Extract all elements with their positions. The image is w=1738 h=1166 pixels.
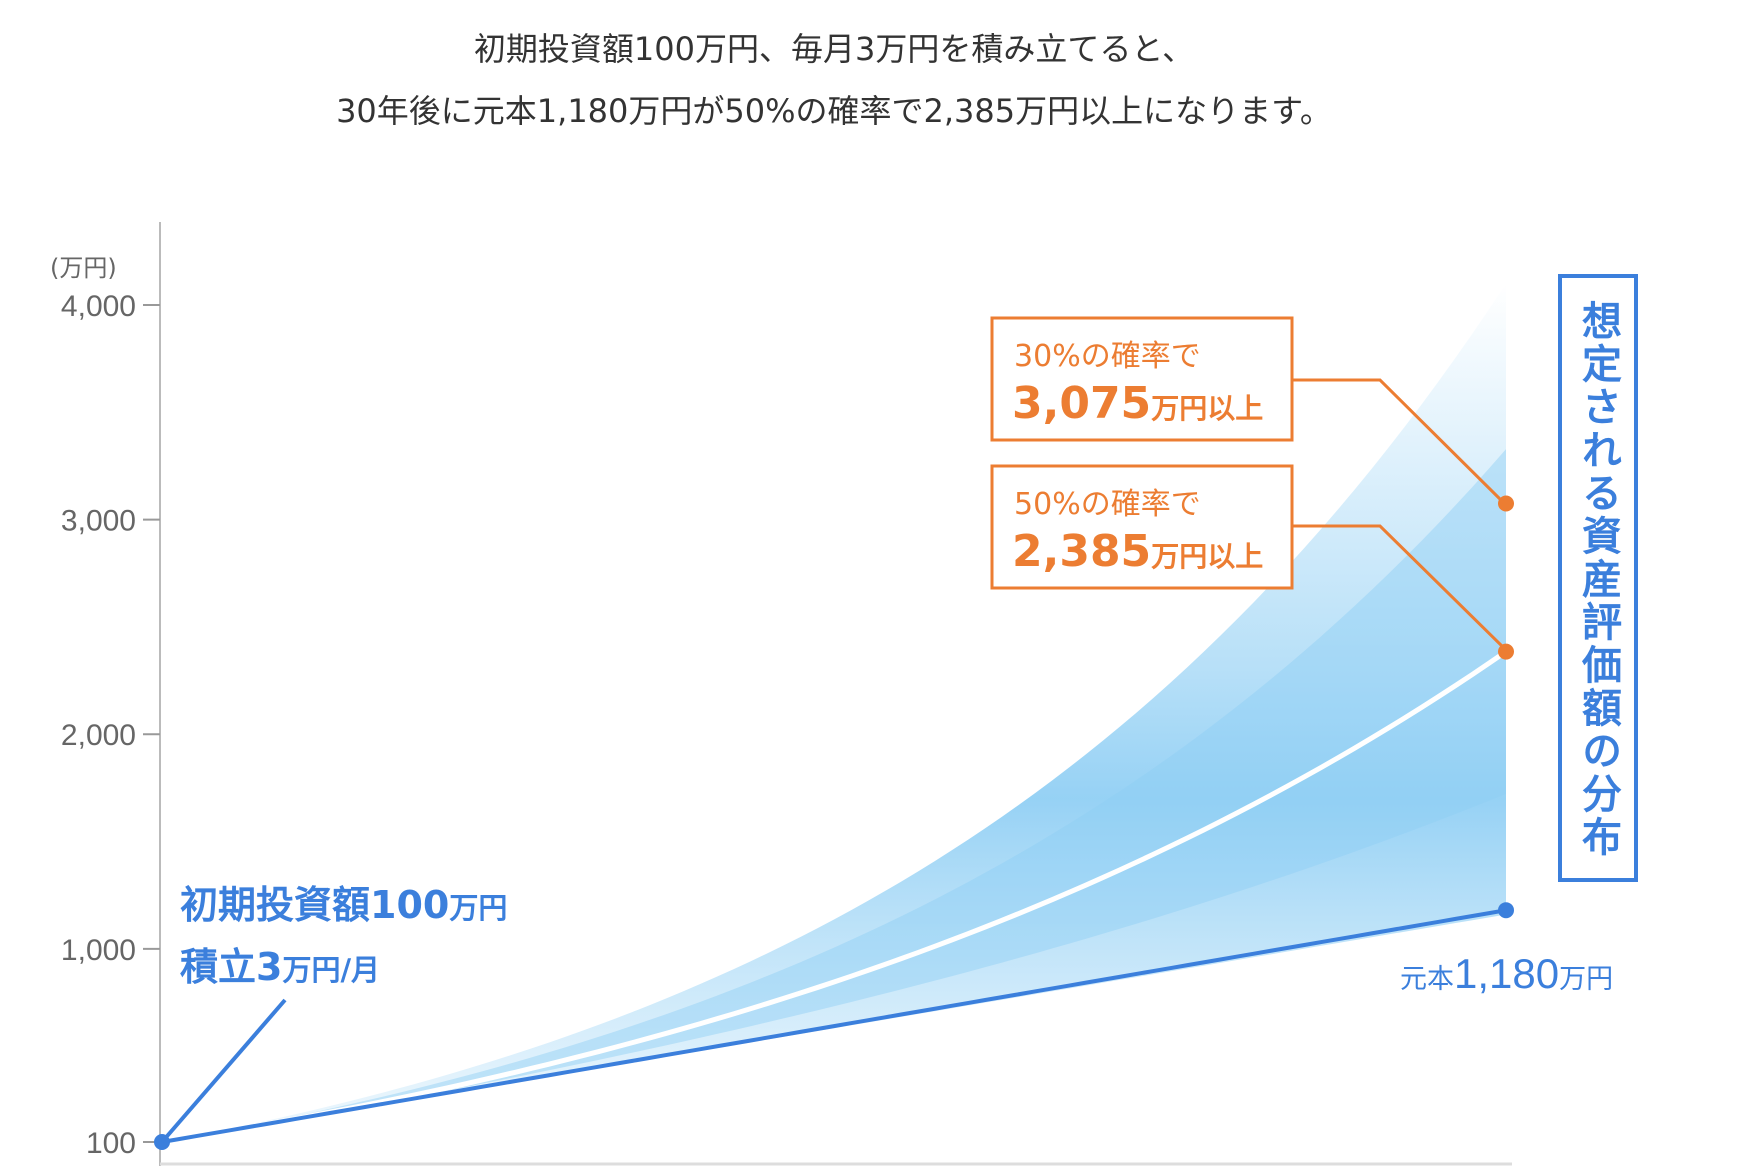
y-tick-label: 3,000 [61, 505, 136, 538]
y-tick-label: 4,000 [61, 290, 136, 323]
y-tick-label: 1,000 [61, 934, 136, 967]
distribution-label: 想定される資産評価額の分布 [1575, 300, 1623, 859]
callout-50-tail: の確率で [1081, 487, 1201, 522]
left-annotation-line-2: 積立3万円/月 [180, 945, 380, 989]
principal-label-prefix: 元本 [1400, 964, 1454, 995]
distribution-label-box [1558, 274, 1638, 882]
callout-30-pct-sign: % [1052, 339, 1081, 374]
left-annotation-monthly-label: 積立 [180, 945, 256, 989]
caption-line-1: 初期投資額100万円、毎月3万円を積み立てると、 [474, 30, 1194, 68]
distribution-band [162, 283, 1506, 1143]
caption-line-2: 30年後に元本1,180万円が50%の確率で2,385万円以上になります。 [336, 92, 1332, 130]
callout-50-line-2: 2,385万円以上 [1012, 526, 1263, 577]
left-annotation-monthly-value: 3 [256, 945, 282, 989]
callout-50-unit: 万円以上 [1151, 540, 1263, 573]
distribution-band-area [162, 283, 1506, 1142]
left-annotation-leader [160, 998, 287, 1144]
left-annotation-initial-value: 100 [370, 883, 449, 927]
callout-30-leader [1292, 378, 1508, 507]
callout-50-pct-sign: % [1052, 487, 1081, 522]
left-annotation-line-1: 初期投資額100万円 [180, 883, 507, 927]
left-annotation-monthly-unit: 万円/月 [282, 953, 380, 987]
principal-label-unit: 万円 [1559, 964, 1613, 995]
callout-50-line-1: 50%の確率で [1014, 487, 1201, 522]
callout-30-line-2: 3,075万円以上 [1012, 378, 1263, 429]
left-annotation-initial-label: 初期投資額 [180, 883, 370, 927]
callout-50-box [990, 464, 1294, 590]
y-tick-label: 2,000 [61, 719, 136, 752]
callout-30-unit: 万円以上 [1151, 392, 1263, 425]
callout-30-value: 3,075 [1012, 378, 1151, 429]
y-axis-unit-label: (万円) [50, 254, 117, 282]
principal-label-value: 1,180 [1454, 950, 1559, 997]
callout-30-tail: の確率で [1081, 339, 1201, 374]
distribution-band-core [162, 449, 1506, 1143]
principal-end-label: 元本1,180万円 [1400, 950, 1613, 997]
principal-line [161, 908, 1507, 1144]
callout-50-leader [1292, 524, 1508, 652]
left-annotation-initial-unit: 万円 [449, 891, 507, 925]
principal-end-point [1498, 902, 1514, 919]
callout-50-value: 2,385 [1012, 526, 1151, 577]
median-line [161, 649, 1508, 1145]
callout-30-line-1: 30%の確率で [1014, 339, 1201, 374]
callout-50-pct: 50 [1014, 487, 1052, 522]
callout-30-pct: 30 [1014, 339, 1052, 374]
y-tick-label: 100 [86, 1127, 136, 1160]
y-ticks: 4,000 3,000 2,000 1,000 100 [61, 290, 160, 1160]
